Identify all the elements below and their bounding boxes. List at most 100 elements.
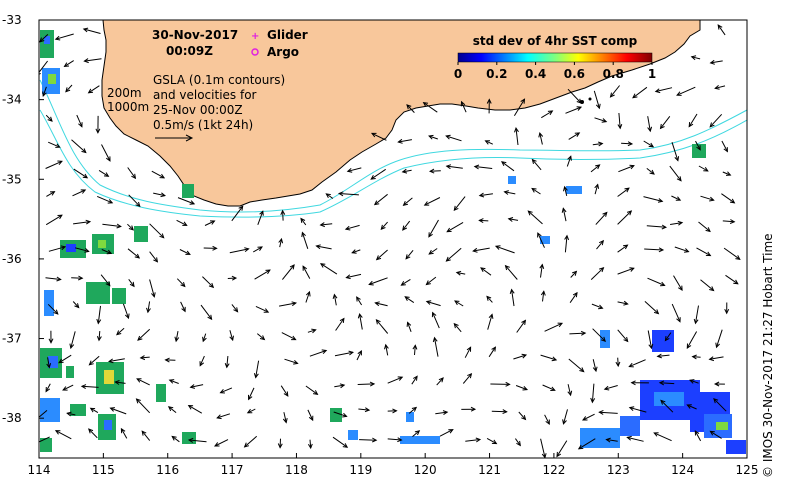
velocity-arrow bbox=[305, 291, 310, 303]
velocity-arrow-head bbox=[448, 429, 454, 434]
velocity-arrow-head bbox=[713, 381, 720, 387]
velocity-arrow bbox=[254, 269, 271, 280]
velocity-arrow-head bbox=[676, 91, 682, 96]
velocity-arrow bbox=[655, 87, 673, 92]
velocity-arrow bbox=[590, 164, 600, 173]
velocity-arrow-head bbox=[77, 275, 84, 281]
velocity-arrow bbox=[479, 193, 493, 197]
velocity-arrow-head bbox=[342, 443, 349, 448]
velocity-arrow bbox=[309, 439, 312, 449]
velocity-arrow-head bbox=[594, 183, 600, 189]
x-tick-label: 122 bbox=[542, 463, 565, 477]
velocity-arrow bbox=[55, 430, 72, 440]
info-line-4: 0.5m/s (1kt 24h) bbox=[153, 118, 253, 132]
velocity-arrow-head bbox=[733, 279, 739, 285]
velocity-arrow bbox=[700, 279, 714, 291]
velocity-arrow-head bbox=[531, 187, 537, 193]
velocity-arrow-head bbox=[189, 384, 196, 389]
colorbar-tick-label: 0.2 bbox=[486, 67, 507, 81]
velocity-arrow-head bbox=[562, 419, 567, 425]
velocity-arrow-head bbox=[428, 232, 433, 238]
velocity-arrow-head bbox=[648, 343, 654, 350]
velocity-arrow-head bbox=[397, 138, 403, 144]
velocity-arrow bbox=[279, 302, 296, 307]
velocity-arrow bbox=[592, 328, 606, 342]
velocity-arrow-head bbox=[406, 104, 412, 110]
velocity-arrow bbox=[495, 245, 515, 254]
velocity-arrow bbox=[563, 409, 568, 424]
velocity-arrow bbox=[486, 296, 493, 303]
velocity-arrow bbox=[127, 223, 134, 231]
velocity-arrow bbox=[55, 33, 74, 40]
velocity-arrow bbox=[115, 381, 126, 384]
velocity-arrow-head bbox=[572, 270, 578, 276]
velocity-arrow bbox=[226, 356, 229, 368]
velocity-arrow bbox=[644, 248, 664, 251]
colorbar bbox=[457, 52, 653, 63]
velocity-arrow bbox=[171, 435, 180, 443]
velocity-arrow bbox=[214, 439, 229, 447]
velocity-arrow bbox=[527, 210, 543, 225]
velocity-arrow-head bbox=[151, 292, 156, 298]
velocity-arrow bbox=[647, 277, 665, 286]
velocity-arrow-head bbox=[134, 253, 141, 259]
velocity-arrow-head bbox=[545, 419, 550, 425]
velocity-arrow bbox=[175, 331, 179, 342]
velocity-arrow-head bbox=[107, 358, 114, 364]
velocity-arrow bbox=[39, 34, 49, 43]
velocity-arrow bbox=[252, 246, 263, 253]
velocity-arrow-head bbox=[556, 451, 562, 458]
velocity-arrow-head bbox=[486, 295, 492, 301]
velocity-arrow-head bbox=[516, 440, 521, 447]
velocity-arrow bbox=[334, 384, 345, 388]
velocity-arrow bbox=[486, 437, 497, 445]
velocity-arrow-head bbox=[615, 361, 621, 368]
x-tick-label: 118 bbox=[285, 463, 308, 477]
velocity-arrow-head bbox=[182, 221, 188, 226]
velocity-arrow bbox=[453, 323, 462, 333]
velocity-arrow-head bbox=[375, 255, 382, 261]
velocity-arrow bbox=[696, 247, 711, 257]
velocity-arrow-head bbox=[703, 167, 709, 172]
velocity-arrow bbox=[405, 249, 414, 260]
velocity-arrow-head bbox=[371, 437, 378, 443]
velocity-arrow-head bbox=[460, 100, 466, 107]
velocity-arrow-head bbox=[135, 201, 141, 208]
velocity-arrow-head bbox=[58, 358, 64, 364]
velocity-arrow-head bbox=[445, 256, 451, 262]
velocity-arrow-head bbox=[302, 265, 307, 271]
velocity-arrow-head bbox=[187, 405, 194, 410]
colorbar-ticks: 0 0.2 0.4 0.6 0.8 1 bbox=[454, 62, 656, 81]
velocity-arrow-head bbox=[630, 380, 636, 386]
velocity-arrow-head bbox=[491, 439, 498, 445]
velocity-arrow-head bbox=[653, 432, 659, 437]
velocity-arrow bbox=[515, 385, 528, 391]
velocity-arrow bbox=[453, 196, 466, 211]
velocity-arrow-head bbox=[564, 234, 570, 241]
velocity-arrow bbox=[387, 438, 402, 441]
velocity-arrow bbox=[356, 350, 362, 361]
velocity-arrow-head bbox=[85, 219, 92, 225]
velocity-arrow bbox=[592, 359, 597, 372]
velocity-arrow bbox=[669, 165, 682, 182]
velocity-arrow-head bbox=[576, 98, 582, 104]
velocity-arrow-head bbox=[715, 342, 720, 349]
time-label: 00:09Z bbox=[166, 44, 213, 58]
velocity-arrow-head bbox=[63, 62, 70, 67]
velocity-arrow bbox=[606, 439, 618, 442]
velocity-arrow bbox=[568, 132, 580, 140]
colorbar-tick-label: 0.8 bbox=[603, 67, 624, 81]
velocity-arrow bbox=[540, 264, 543, 278]
plot-frame bbox=[38, 19, 748, 459]
velocity-arrow-head bbox=[467, 372, 473, 379]
x-tick-label: 115 bbox=[92, 463, 115, 477]
velocity-arrow-head bbox=[400, 281, 406, 286]
velocity-arrow bbox=[426, 301, 441, 307]
velocity-arrow bbox=[335, 318, 345, 331]
velocity-arrow bbox=[617, 329, 629, 342]
velocity-arrow-head bbox=[501, 161, 507, 167]
velocity-arrow bbox=[590, 267, 604, 280]
velocity-arrow-head bbox=[675, 196, 682, 201]
velocity-arrow-head bbox=[428, 249, 434, 255]
x-tick-label: 116 bbox=[156, 463, 179, 477]
